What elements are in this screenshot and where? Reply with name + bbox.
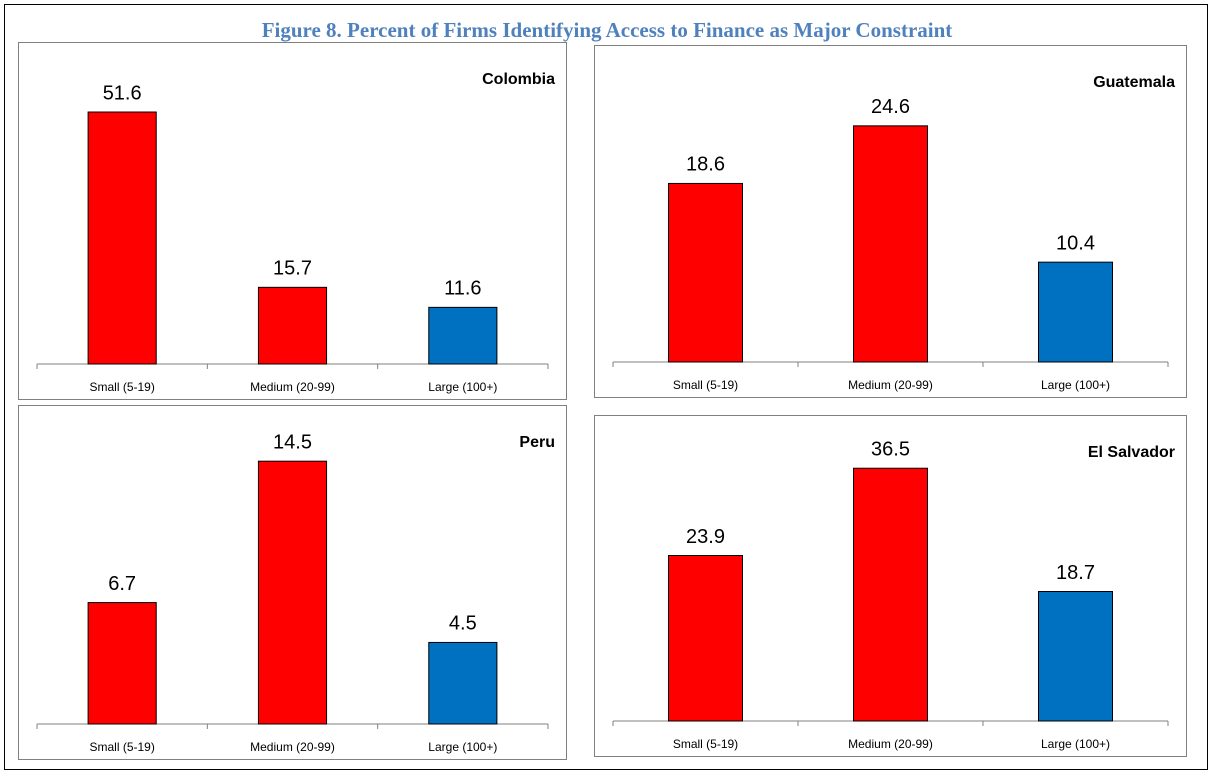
bar xyxy=(257,286,328,365)
x-tick-label: Small (5-19) xyxy=(89,740,154,754)
x-tick-label: Small (5-19) xyxy=(673,737,738,751)
value-label: 6.7 xyxy=(108,573,136,595)
panel-border xyxy=(594,45,1187,398)
x-tick-label: Large (100+) xyxy=(428,740,497,754)
x-tick-label: Medium (20-99) xyxy=(848,737,933,751)
bar xyxy=(257,460,328,725)
panel-border xyxy=(18,405,567,760)
bar xyxy=(1038,261,1113,363)
value-label: 4.5 xyxy=(449,613,477,635)
value-label: 18.6 xyxy=(686,154,725,176)
x-tick-label: Small (5-19) xyxy=(673,378,738,392)
bar xyxy=(428,306,498,365)
chart-title: Colombia xyxy=(482,71,555,88)
x-tick-label: Medium (20-99) xyxy=(848,378,933,392)
chart: El Salvador 23.9 Small (5-19) 36.5 Medium (2… xyxy=(594,415,1187,757)
value-label: 18.7 xyxy=(1056,562,1095,584)
value-label: 11.6 xyxy=(444,278,481,300)
bar xyxy=(87,111,157,365)
chart-title: El Salvador xyxy=(1088,444,1175,461)
chart: Colombia 51.6 Small (5-19) 15.7 Medium (20-9… xyxy=(18,42,567,400)
figure-frame xyxy=(4,4,1208,770)
chart: Guatemala 18.6 Small (5-19) 24.6 Medium (20-… xyxy=(594,45,1187,398)
value-label: 36.5 xyxy=(871,439,910,461)
bar xyxy=(1038,591,1113,722)
value-label: 15.7 xyxy=(273,258,312,280)
value-label: 10.4 xyxy=(1056,232,1095,254)
x-tick-label: Small (5-19) xyxy=(89,380,154,394)
bar xyxy=(853,125,928,363)
bar xyxy=(668,554,743,722)
chart: Peru 6.7 Small (5-19) 14.5 Medium (20-99) 4.5… xyxy=(18,405,567,760)
chart-title: Peru xyxy=(519,434,555,451)
x-tick-label: Medium (20-99) xyxy=(250,740,335,754)
x-tick-label: Large (100+) xyxy=(1041,378,1110,392)
chart-title: Guatemala xyxy=(1093,74,1175,91)
x-tick-label: Large (100+) xyxy=(1041,737,1110,751)
panel-border xyxy=(18,42,567,400)
panel-border xyxy=(594,415,1187,757)
value-label: 24.6 xyxy=(871,96,910,118)
x-tick-label: Medium (20-99) xyxy=(250,380,335,394)
figure-title: Figure 8. Percent of Firms Identifying A… xyxy=(261,18,953,42)
bar xyxy=(668,182,743,363)
x-tick-label: Large (100+) xyxy=(428,380,497,394)
bar xyxy=(428,641,498,725)
bar xyxy=(853,467,928,722)
value-label: 14.5 xyxy=(273,431,312,453)
bar xyxy=(87,602,157,725)
value-label: 51.6 xyxy=(103,82,142,104)
value-label: 23.9 xyxy=(686,526,725,548)
